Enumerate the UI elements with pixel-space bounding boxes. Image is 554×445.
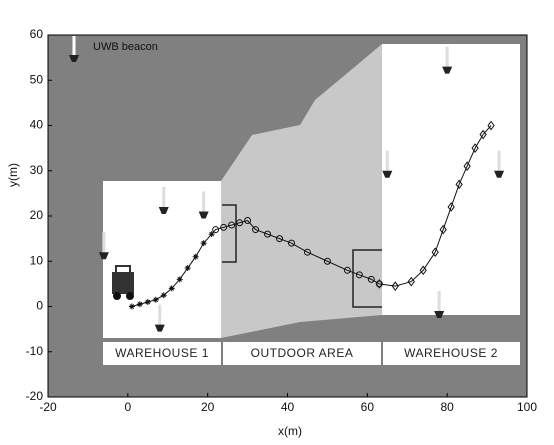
- marker-diamond: [463, 161, 471, 172]
- marker-star: [136, 301, 143, 308]
- region-labels: WAREHOUSE 1 OUTDOOR AREA WAREHOUSE 2: [103, 342, 520, 365]
- marker-circle: [236, 219, 244, 227]
- y-axis-label: y(m): [6, 163, 20, 187]
- marker-diamond: [479, 129, 487, 140]
- legend-icon: [69, 55, 79, 62]
- marker-circle: [264, 230, 272, 238]
- x-tick-label: 100: [517, 400, 537, 414]
- beacon: [158, 186, 169, 214]
- forklift-icon: [112, 265, 134, 300]
- marker-circle: [244, 217, 252, 225]
- marker-circle: [343, 266, 351, 274]
- outdoor-area: [221, 44, 382, 338]
- marker-star: [192, 253, 199, 260]
- marker-circle: [303, 248, 311, 256]
- marker-diamond: [391, 281, 399, 291]
- marker-circle: [287, 239, 295, 247]
- label-box: [223, 342, 381, 365]
- forklift-wheel: [113, 292, 121, 300]
- label-box: [383, 342, 520, 365]
- beacon: [154, 304, 165, 332]
- y-tick-label: 40: [30, 118, 44, 132]
- marker-circle: [355, 271, 363, 279]
- marker-circle: [276, 235, 284, 243]
- region-label: WAREHOUSE 2: [404, 346, 498, 360]
- forklift-cab: [115, 265, 131, 275]
- door: [352, 249, 382, 308]
- marker-circle: [212, 226, 220, 234]
- warehouse-2: [382, 44, 520, 315]
- marker-star: [160, 292, 167, 299]
- beacon: [198, 191, 209, 219]
- marker-diamond: [407, 276, 415, 287]
- forklift-body: [112, 272, 134, 294]
- region-label: OUTDOOR AREA: [251, 346, 354, 360]
- marker-star: [168, 285, 175, 292]
- marker-star: [208, 231, 215, 238]
- x-tick-label: 0: [124, 400, 131, 414]
- marker-circle: [367, 275, 375, 283]
- beacon: [98, 232, 109, 260]
- marker-circle: [220, 223, 228, 231]
- legend: UWB beacon: [69, 36, 158, 62]
- y-tick-label: -20: [26, 389, 44, 403]
- y-tick-label: -10: [26, 344, 44, 358]
- region-label: WAREHOUSE 1: [115, 346, 209, 360]
- marker-star: [152, 296, 159, 303]
- x-tick-label: 20: [201, 400, 215, 414]
- beacon: [494, 150, 505, 178]
- marker-star: [200, 240, 207, 247]
- marker-diamond: [471, 143, 479, 153]
- legend-label: UWB beacon: [93, 41, 158, 53]
- marker-circle: [323, 257, 331, 265]
- marker-circle: [228, 221, 236, 229]
- x-axis-label: x(m): [278, 424, 302, 438]
- marker-diamond: [439, 224, 447, 235]
- forklift-wheel: [126, 292, 134, 300]
- marker-circle: [252, 226, 260, 234]
- marker-diamond: [375, 279, 383, 289]
- y-tick-label: 60: [30, 27, 44, 41]
- marker-diamond: [487, 120, 495, 131]
- marker-diamond: [447, 202, 455, 212]
- marker-diamond: [431, 247, 439, 258]
- beacon: [434, 291, 445, 319]
- marker-star: [128, 303, 135, 310]
- y-tick-label: 10: [30, 253, 44, 267]
- beacon: [382, 150, 393, 178]
- door: [222, 204, 237, 263]
- y-tick-label: 30: [30, 163, 44, 177]
- marker-diamond: [419, 265, 427, 276]
- x-tick-label: 40: [281, 400, 295, 414]
- beacon: [442, 46, 453, 74]
- x-tick-label: 80: [440, 400, 454, 414]
- marker-star: [176, 276, 183, 283]
- doors: [222, 204, 382, 308]
- y-tick-label: 20: [30, 208, 44, 222]
- x-tick-label: 60: [361, 400, 375, 414]
- marker-star: [184, 265, 191, 272]
- y-tick-label: 50: [30, 72, 44, 86]
- marker-star: [144, 298, 151, 305]
- label-box: [103, 342, 221, 365]
- y-tick-label: 0: [36, 299, 43, 313]
- x-tick-label: -20: [39, 400, 57, 414]
- marker-diamond: [455, 179, 463, 190]
